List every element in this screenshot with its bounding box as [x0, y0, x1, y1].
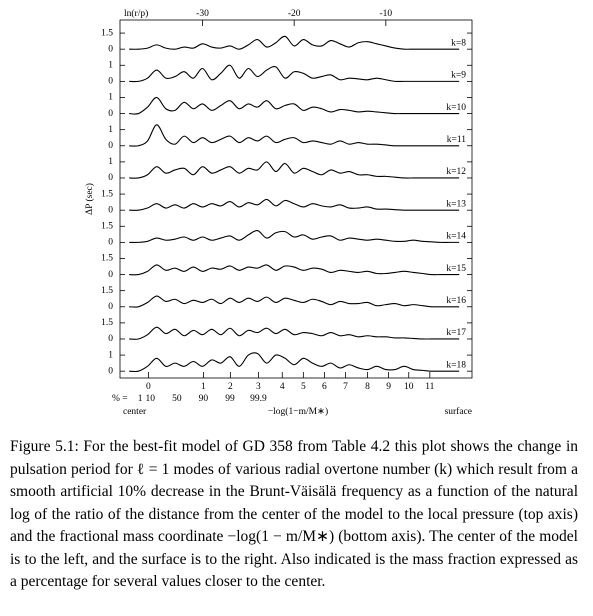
series-label: k=11 — [447, 135, 467, 145]
plot-frame — [119, 19, 473, 379]
y-tick-label: 0 — [108, 109, 113, 119]
y-tick-label: 1.5 — [101, 254, 113, 264]
y-tick-label: 0 — [108, 173, 113, 183]
series-label: k=15 — [446, 264, 466, 274]
caption: Figure 5.1: For the best-fit model of GD… — [10, 438, 578, 590]
series-label: k=13 — [446, 199, 466, 209]
series-label: k=9 — [451, 71, 466, 81]
y-tick-label: 1 — [108, 350, 113, 360]
percent-label: % = — [112, 394, 128, 404]
y-axis-label: ΔP (sec) — [84, 183, 95, 215]
y-tick-label: 1.5 — [101, 318, 113, 328]
series-label: k=14 — [446, 232, 466, 242]
y-tick-label: 0 — [108, 270, 113, 280]
x2-tick-label: 5 — [301, 382, 306, 392]
y-tick-label: 1.5 — [101, 28, 113, 38]
curve — [129, 352, 460, 373]
x2-tick-label: 6 — [322, 382, 327, 392]
x-tick-label: -20 — [288, 9, 301, 19]
percent-tick-label: 90 — [199, 394, 209, 404]
left-note: center — [123, 407, 147, 417]
x2-tick-label: 11 — [425, 382, 434, 392]
percent-tick-label: 10 — [146, 394, 156, 404]
y-tick-label: 0 — [108, 334, 113, 344]
curve — [129, 35, 460, 50]
curve — [129, 229, 460, 244]
curve — [129, 64, 460, 83]
curve — [129, 295, 460, 308]
curve — [129, 161, 460, 179]
series-label: k=12 — [446, 167, 466, 177]
top-axis-label: ln(r/p) — [124, 8, 148, 19]
y-tick-label: 0 — [108, 77, 113, 87]
percent-tick-label: 1 — [138, 394, 143, 404]
curve — [129, 198, 460, 211]
percent-tick-label: 99 — [225, 394, 235, 404]
y-tick-label: 1 — [108, 60, 113, 70]
y-tick-label: 0 — [108, 141, 113, 151]
x2-tick-label: 9 — [386, 382, 391, 392]
series-label: k=8 — [451, 38, 466, 48]
x-tick-label: -30 — [196, 9, 209, 19]
series-label: k=17 — [446, 328, 466, 338]
y-tick-label: 0 — [108, 44, 113, 54]
x2-tick-label: 8 — [365, 382, 370, 392]
x2-tick-label: 0 — [146, 382, 151, 392]
curve — [129, 326, 460, 340]
series-label: k=18 — [446, 360, 466, 370]
curve — [129, 124, 460, 147]
curve — [129, 96, 460, 115]
y-tick-label: 1 — [108, 125, 113, 135]
right-note: surface — [445, 406, 472, 417]
x2-tick-label: 4 — [280, 382, 285, 392]
y-tick-label: 0 — [108, 302, 113, 312]
chart: ln(r/p) ΔP (sec) −log(1−m/M∗) center sur… — [84, 8, 473, 417]
percent-tick-label: 99.9 — [250, 394, 267, 404]
y-tick-label: 1.5 — [101, 189, 113, 199]
y-tick-label: 0 — [108, 238, 113, 248]
y-tick-label: 1.5 — [101, 221, 113, 231]
x2-tick-label: 1 — [201, 382, 206, 392]
y-tick-label: 1.5 — [101, 286, 113, 296]
x2-tick-label: 10 — [404, 382, 414, 392]
x2-tick-label: 3 — [256, 382, 261, 392]
y-tick-label: 0 — [108, 205, 113, 215]
x2-tick-label: 7 — [343, 382, 348, 392]
curve — [129, 264, 460, 276]
x2-tick-label: 2 — [228, 382, 233, 392]
series-label: k=16 — [446, 296, 466, 306]
bottom-axis-label: −log(1−m/M∗) — [268, 406, 328, 417]
series-label: k=10 — [446, 103, 466, 113]
y-tick-label: 1 — [108, 157, 113, 167]
x-tick-label: -10 — [379, 9, 392, 19]
y-tick-label: 0 — [108, 366, 113, 376]
percent-tick-label: 50 — [172, 394, 182, 404]
y-tick-label: 1 — [108, 93, 113, 103]
